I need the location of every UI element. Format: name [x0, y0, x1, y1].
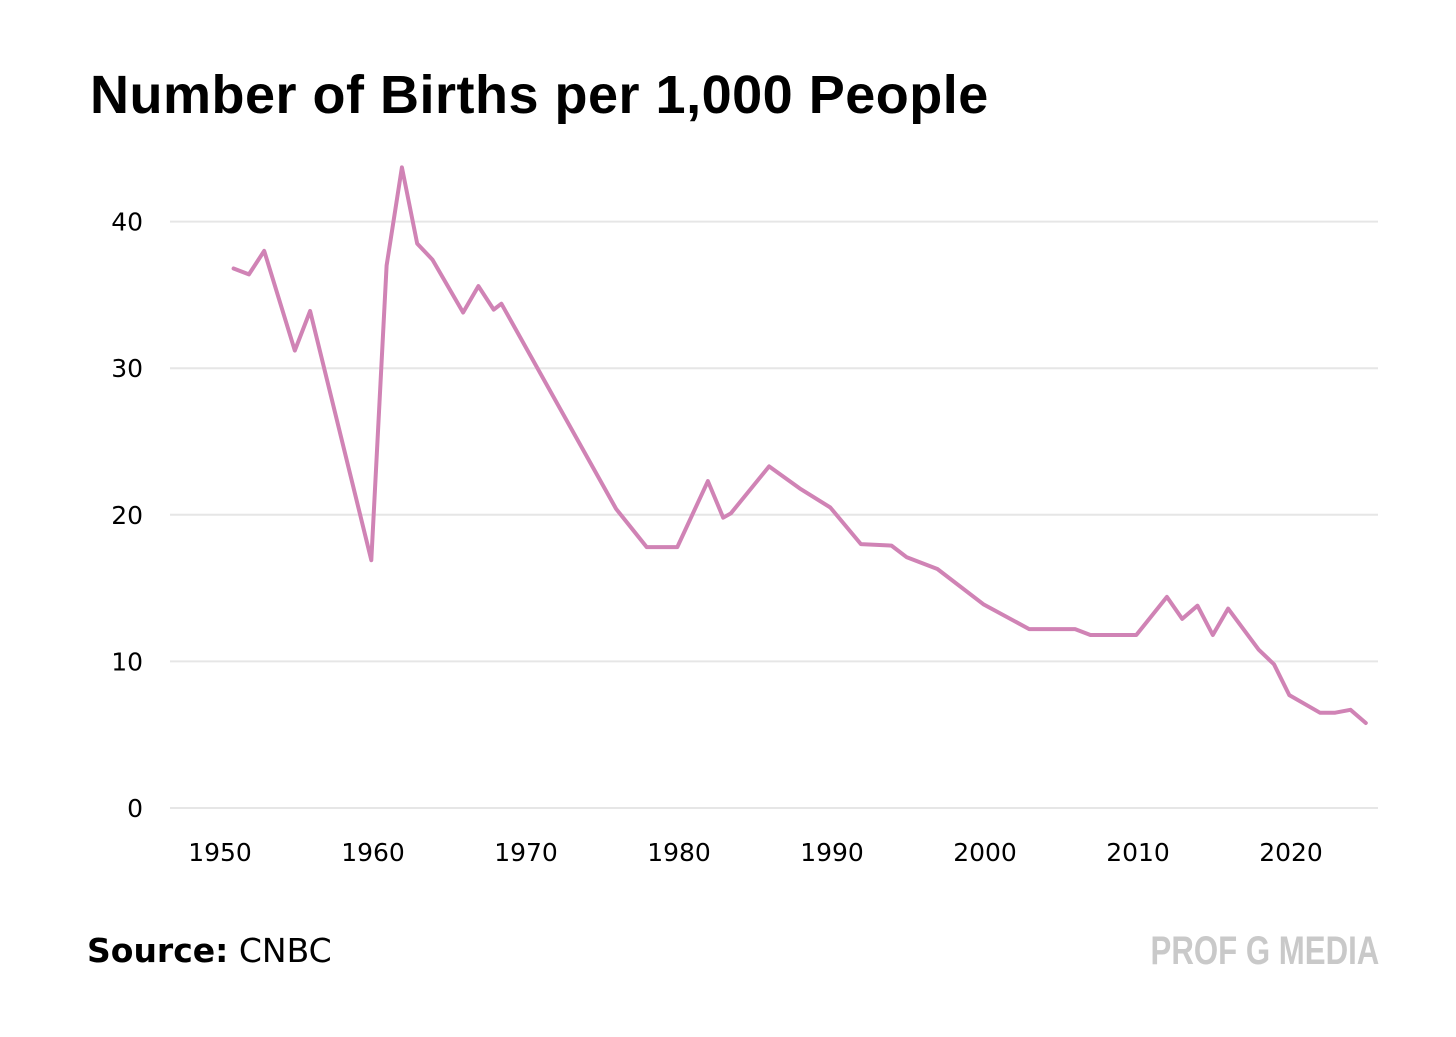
series-group [231, 165, 1368, 725]
y-tick-label: 30 [111, 354, 143, 383]
chart-title: Number of Births per 1,000 People [90, 65, 989, 125]
source-value: CNBC [238, 931, 332, 970]
gridlines [170, 220, 1378, 809]
x-tick-label: 1990 [800, 838, 864, 867]
source-note: Source: CNBC [87, 931, 332, 970]
source-label: Source: [87, 931, 229, 970]
x-axis-tick-labels: 1950 1960 1970 1980 1990 2000 2010 2020 [188, 838, 1323, 867]
x-tick-label: 1950 [188, 838, 252, 867]
y-tick-label: 0 [127, 794, 143, 823]
x-tick-label: 2020 [1259, 838, 1323, 867]
x-tick-label: 2010 [1106, 838, 1170, 867]
x-tick-label: 1960 [341, 838, 405, 867]
y-tick-label: 20 [111, 501, 143, 530]
x-tick-label: 1980 [647, 838, 711, 867]
y-axis-tick-labels: 0 10 20 30 40 [111, 208, 143, 823]
brand-logo: PROF G MEDIA [1150, 929, 1379, 973]
y-tick-label: 40 [111, 208, 143, 237]
y-tick-label: 10 [111, 647, 143, 676]
x-tick-label: 1970 [494, 838, 558, 867]
series-line-0 [231, 165, 1368, 725]
x-tick-label: 2000 [953, 838, 1017, 867]
